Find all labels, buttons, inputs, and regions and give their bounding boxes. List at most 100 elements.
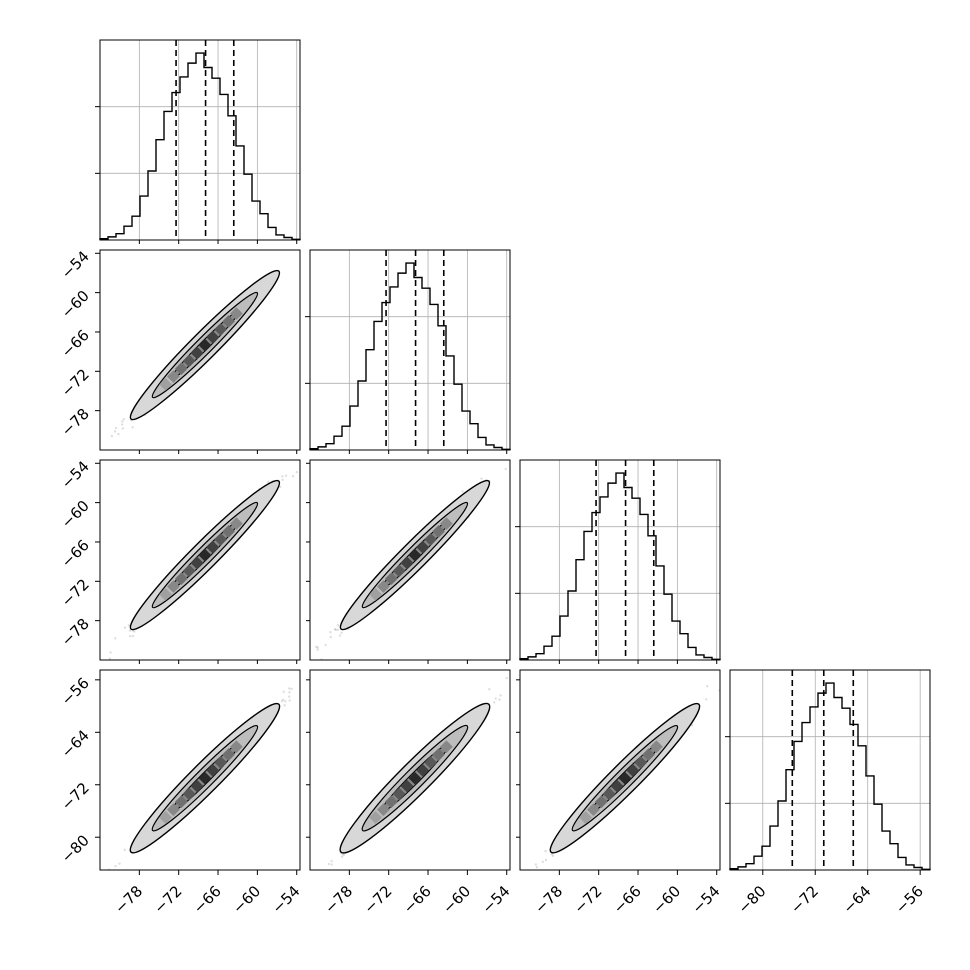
sample-point: [109, 651, 112, 654]
density-bin: [174, 362, 188, 376]
sample-point: [114, 637, 117, 640]
sample-point: [267, 480, 270, 484]
sample-point: [327, 862, 331, 866]
panel-frame: [99, 459, 301, 661]
sample-point: [544, 422, 546, 424]
y-tick-label: −66: [58, 326, 93, 361]
sample-point: [505, 676, 509, 680]
sample-point: [288, 691, 291, 694]
sample-point: [117, 871, 119, 873]
x-tick-label: −72: [150, 882, 185, 917]
sample-point: [480, 477, 483, 480]
sample-point: [329, 630, 332, 634]
sample-point: [91, 451, 93, 453]
y-tick-label: −78: [58, 405, 93, 440]
density-bin: [198, 338, 212, 352]
density-bin: [206, 330, 220, 344]
sample-point: [280, 699, 284, 703]
sample-point: [117, 432, 120, 436]
sample-point: [282, 698, 285, 702]
sample-point: [315, 645, 318, 649]
density-bin: [190, 346, 204, 360]
sample-point: [342, 853, 346, 857]
x-tick-label: −54: [478, 882, 513, 917]
sample-point: [551, 854, 555, 858]
density-bin: [182, 354, 196, 368]
panel-frame: [309, 669, 511, 871]
scatter-panel-3-1: [304, 672, 515, 894]
x-tick-label: −64: [839, 882, 874, 917]
scatter-panel-3-0: [107, 686, 302, 873]
sample-point: [284, 474, 288, 477]
sample-point: [744, 659, 746, 661]
sample-point: [498, 698, 501, 701]
sample-point: [110, 434, 114, 438]
sample-point: [281, 475, 284, 478]
panel-frame: [99, 249, 301, 451]
sample-point: [340, 631, 343, 635]
x-tick-label: −54: [268, 882, 303, 917]
hist-panel-2: [515, 460, 721, 661]
scatter-panel-1-0: [90, 269, 281, 456]
scatter-panel-2-0: [108, 470, 299, 660]
y-tick-label: −60: [58, 287, 93, 322]
sample-point: [690, 723, 694, 727]
sample-point: [283, 704, 286, 707]
x-tick-label: −78: [531, 882, 566, 917]
x-tick-label: −78: [111, 882, 146, 917]
y-tick-label: −60: [58, 497, 93, 532]
sample-point: [338, 634, 342, 637]
sample-point: [494, 697, 497, 700]
sample-point: [133, 630, 136, 633]
sample-point: [127, 624, 131, 627]
sample-point: [511, 676, 513, 678]
sample-point: [288, 695, 291, 698]
sample-point: [526, 883, 528, 885]
sample-point: [288, 699, 291, 702]
sample-point: [334, 628, 338, 632]
sample-point: [534, 863, 537, 866]
scatter-panel-3-2: [526, 659, 746, 885]
y-tick-label: −78: [58, 615, 93, 650]
sample-point: [131, 634, 135, 638]
sample-point: [706, 685, 709, 688]
y-tick-label: −72: [58, 779, 93, 814]
sample-point: [123, 848, 126, 852]
sample-point: [461, 490, 464, 493]
y-tick-label: −56: [58, 674, 93, 709]
panel-inner: [526, 659, 746, 885]
sample-point: [513, 672, 515, 674]
histogram-step-2: [519, 472, 721, 661]
sample-point: [522, 450, 524, 452]
sample-point: [316, 648, 319, 651]
sample-point: [330, 863, 333, 866]
sample-point: [304, 892, 306, 894]
histogram-step-3: [729, 682, 931, 871]
panel-frame: [99, 39, 301, 241]
sample-point: [300, 686, 302, 688]
histogram-step-1: [309, 262, 511, 451]
sample-point: [282, 690, 285, 694]
sample-point: [324, 643, 327, 647]
sample-point: [304, 658, 306, 660]
sample-point: [128, 634, 132, 638]
x-tick-label: −72: [360, 882, 395, 917]
panel-frame: [519, 459, 721, 661]
sample-point: [128, 629, 132, 632]
sample-point: [504, 467, 507, 471]
panel-inner: [90, 269, 281, 456]
x-tick-label: −80: [735, 882, 770, 917]
sample-point: [544, 850, 547, 853]
panel-inner: [304, 672, 515, 894]
sample-point: [336, 628, 340, 631]
sample-point: [120, 423, 124, 426]
x-tick-label: −56: [892, 882, 927, 917]
sample-point: [316, 646, 319, 649]
sample-point: [281, 478, 284, 481]
y-tick-label: −80: [58, 831, 93, 866]
y-tick-label: −54: [58, 247, 93, 282]
sample-point: [90, 454, 92, 456]
hist-panel-3: [725, 670, 931, 871]
density-bin: [159, 378, 172, 391]
